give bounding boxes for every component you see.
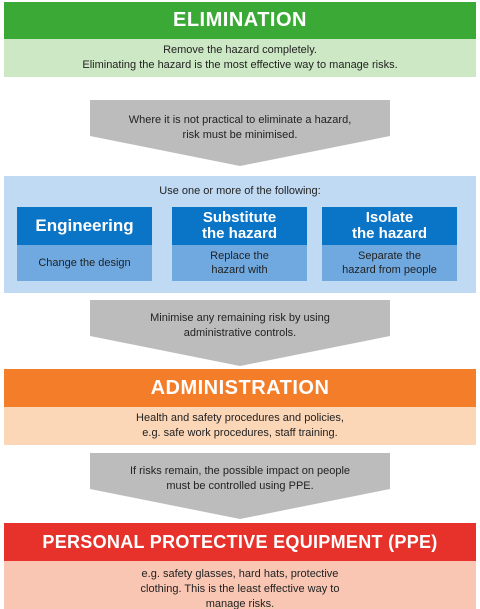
arrow2-text: Minimise any remaining risk by using adm…: [90, 311, 390, 341]
isolate-title-line-2: the hazard: [351, 225, 427, 242]
elimination-line-2: Eliminating the hazard is the most effec…: [82, 59, 398, 71]
administration-description: Health and safety procedures and policie…: [4, 407, 476, 445]
ppe-line-2: clothing. This is the least effective wa…: [140, 583, 340, 595]
arrow3-text: If risks remain, the possible impact on …: [90, 464, 390, 494]
isolate-card: Isolate the hazard Separate the hazard f…: [322, 207, 457, 281]
substitute-body: Replace the hazard with: [172, 245, 307, 281]
elimination-description: Remove the hazard completely. Eliminatin…: [4, 39, 476, 77]
ppe-title: PERSONAL PROTECTIVE EQUIPMENT (PPE): [4, 523, 476, 561]
ppe-line-3: manage risks.: [205, 598, 275, 609]
down-arrow-shape: [90, 100, 390, 166]
ppe-description: e.g. safety glasses, hard hats, protecti…: [4, 561, 476, 609]
arrow3-line-1: If risks remain, the possible impact on …: [129, 465, 351, 477]
administration-line-1: Health and safety procedures and policie…: [136, 412, 344, 424]
controls-panel: Use one or more of the following: Engine…: [4, 176, 476, 293]
down-arrow-2: Minimise any remaining risk by using adm…: [90, 300, 390, 366]
arrow1-line-2: risk must be minimised.: [182, 129, 298, 141]
arrow2-line-1: Minimise any remaining risk by using: [150, 312, 330, 324]
arrow1-text: Where it is not practical to eliminate a…: [90, 113, 390, 143]
administration-line-2: e.g. safe work procedures, staff trainin…: [142, 427, 338, 439]
engineering-title: Engineering: [17, 207, 152, 245]
engineering-card: Engineering Change the design: [17, 207, 152, 281]
engineering-body: Change the design: [17, 245, 152, 281]
engineering-title-text: Engineering: [35, 216, 134, 235]
substitute-title-line-1: Substitute: [202, 209, 277, 226]
controls-intro: Use one or more of the following:: [159, 185, 321, 197]
down-arrow-3: If risks remain, the possible impact on …: [90, 453, 390, 519]
isolate-title-line-1: Isolate: [365, 209, 414, 226]
substitute-body-line-1: Replace the: [210, 250, 269, 262]
arrow2-line-2: administrative controls.: [183, 327, 297, 339]
ppe-line-1: e.g. safety glasses, hard hats, protecti…: [141, 568, 339, 580]
substitute-title-line-2: the hazard: [201, 225, 277, 242]
isolate-body-line-2: hazard from people: [342, 264, 437, 276]
isolate-body-line-1: Separate the: [358, 250, 421, 262]
arrow1-line-1: Where it is not practical to eliminate a…: [128, 114, 352, 126]
substitute-body-line-2: hazard with: [211, 264, 268, 276]
isolate-body: Separate the hazard from people: [322, 245, 457, 281]
engineering-body-text: Change the design: [38, 257, 131, 269]
elimination-line-1: Remove the hazard completely.: [163, 44, 317, 56]
elimination-title: ELIMINATION: [4, 2, 476, 39]
down-arrow-shape: [90, 453, 390, 519]
isolate-title: Isolate the hazard: [322, 207, 457, 245]
administration-title: ADMINISTRATION: [4, 369, 476, 407]
substitute-card: Substitute the hazard Replace the hazard…: [172, 207, 307, 281]
substitute-title: Substitute the hazard: [172, 207, 307, 245]
down-arrow-1: Where it is not practical to eliminate a…: [90, 100, 390, 166]
arrow3-line-2: must be controlled using PPE.: [166, 480, 314, 492]
down-arrow-shape: [90, 300, 390, 366]
